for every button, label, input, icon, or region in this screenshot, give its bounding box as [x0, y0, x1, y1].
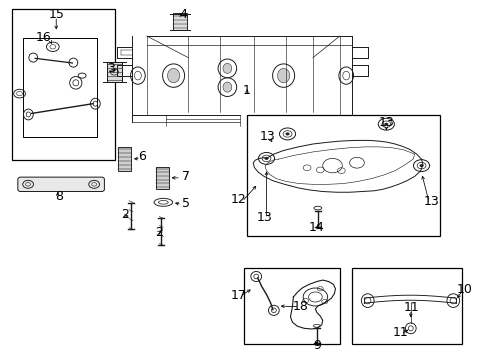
Text: 9: 9 — [312, 339, 320, 352]
Bar — [351, 268, 461, 344]
Text: 13: 13 — [260, 130, 275, 143]
Text: 3: 3 — [107, 62, 115, 75]
Text: 11: 11 — [403, 301, 419, 314]
Text: 13: 13 — [423, 195, 438, 208]
Ellipse shape — [285, 132, 288, 135]
Text: 15: 15 — [48, 8, 64, 21]
FancyBboxPatch shape — [18, 177, 104, 192]
Bar — [23, 38, 97, 137]
Text: 11: 11 — [392, 327, 408, 339]
Text: 13: 13 — [378, 116, 393, 129]
Text: 14: 14 — [308, 221, 324, 234]
Text: 1: 1 — [243, 84, 250, 96]
Text: 12: 12 — [230, 193, 246, 206]
Text: 6: 6 — [138, 150, 145, 163]
Ellipse shape — [419, 164, 423, 167]
Text: 5: 5 — [182, 197, 189, 210]
Bar — [12, 9, 115, 160]
Bar — [246, 115, 439, 236]
Text: 18: 18 — [292, 300, 308, 312]
Bar — [107, 62, 122, 82]
Text: 4: 4 — [179, 8, 187, 21]
Text: 16: 16 — [36, 31, 52, 44]
Bar — [244, 268, 339, 344]
Text: 2: 2 — [155, 226, 163, 239]
Ellipse shape — [167, 68, 180, 83]
Text: 17: 17 — [230, 289, 246, 302]
Ellipse shape — [277, 68, 289, 83]
Text: 8: 8 — [55, 190, 62, 203]
Ellipse shape — [223, 63, 231, 73]
Ellipse shape — [223, 82, 231, 92]
Bar — [172, 13, 187, 30]
Text: 10: 10 — [456, 283, 471, 296]
Bar — [118, 148, 131, 171]
Ellipse shape — [264, 157, 268, 159]
Text: 13: 13 — [256, 211, 271, 224]
Text: 2: 2 — [121, 208, 128, 221]
Text: 7: 7 — [182, 170, 189, 183]
Ellipse shape — [384, 123, 387, 125]
Bar — [156, 167, 168, 189]
